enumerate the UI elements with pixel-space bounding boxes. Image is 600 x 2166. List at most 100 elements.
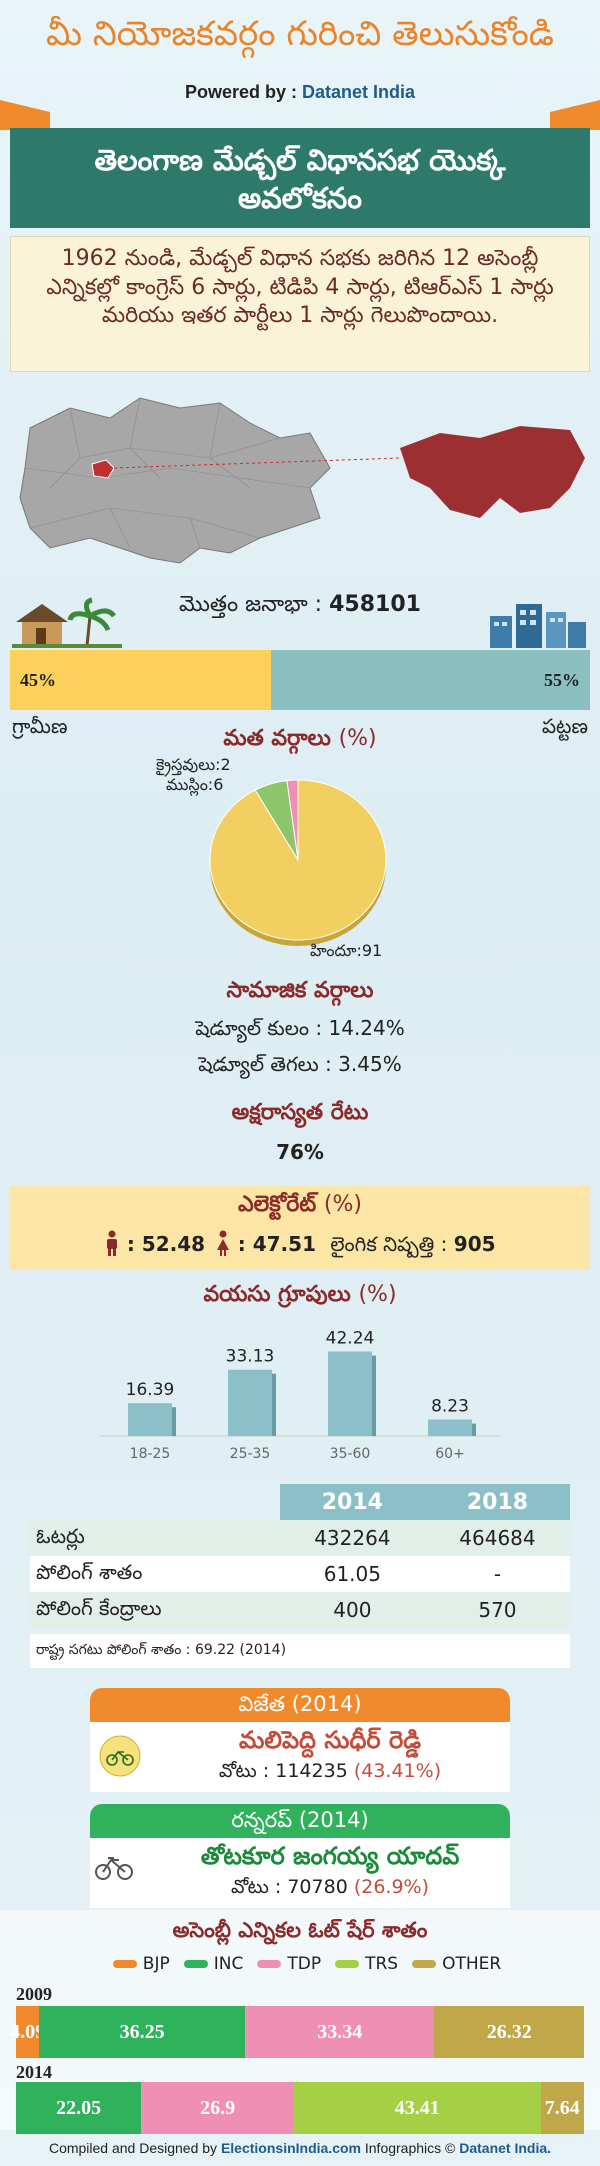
electorate-title-text: ఎలెక్టోరేట్: [237, 1192, 317, 1217]
state-average-note: రాష్ట్ర సగటు పోలింగ్ శాతం : 69.22 (2014): [30, 1634, 570, 1668]
winner-title: విజేత: [238, 1692, 286, 1716]
bicycle-party-symbol-icon: [99, 1735, 141, 1777]
age-tick-label: 25-35: [230, 1446, 271, 1462]
legend-swatch: [112, 1960, 137, 1968]
table-row: పోలింగ్ శాతం 61.05 -: [30, 1556, 570, 1592]
history-summary: 1962 నుండి, మేడ్చల్ విధాన సభకు జరిగిన 12…: [10, 236, 590, 372]
electorate-title: ఎలెక్టోరేట్ (%): [10, 1192, 590, 1222]
age-tick-label: 60+: [435, 1446, 465, 1462]
age-unit: (%): [358, 1282, 397, 1307]
age-bar: [228, 1369, 272, 1436]
age-bar-value: 33.13: [226, 1347, 275, 1367]
runner-title: రన్నరప్: [231, 1808, 293, 1832]
sc-label: షెడ్యూల్ కులం :: [195, 1016, 323, 1040]
vote-share-segment: 22.05: [16, 2082, 142, 2134]
table-header-row: 2014 2018: [30, 1484, 570, 1520]
winner-votes-pct: (43.41%): [353, 1760, 442, 1782]
st-value: 3.45%: [338, 1052, 402, 1076]
vote-share-segment: 4.09: [10, 2006, 45, 2058]
religion-pie-chart: హిందూ:91 ముస్లిం:6క్రైస్తవులు:2: [156, 755, 387, 960]
age-bar: [328, 1351, 372, 1436]
vote-share-title: అసెంబ్లీ ఎన్నికల ఓట్ షేర్ శాతం: [172, 1918, 428, 1942]
st-line: షెడ్యూల్ తెగలు : 3.45%: [0, 1052, 600, 1081]
legend-label: INC: [213, 1954, 244, 1974]
legend-label: BJP: [142, 1954, 170, 1974]
legend-swatch: [183, 1960, 208, 1968]
table-cell: 61.05: [279, 1556, 425, 1592]
legend-label: OTHER: [442, 1954, 502, 1974]
age-tick-label: 18-25: [130, 1446, 171, 1462]
age-group-bar-chart: 16.39 18-25 33.13 25-35 42.24 35-60 8.23 60+: [100, 1329, 500, 1462]
religion-title-text: మత వర్గాలు: [223, 726, 331, 751]
table-cell: 464684: [424, 1520, 570, 1556]
rural-share-bar: 45%: [10, 650, 271, 710]
female-value: : 47.51: [237, 1232, 316, 1256]
footer-mid: Infographics ©: [364, 2140, 456, 2156]
electoral-table: 2014 2018 ఓటర్లు 432264 464684 పోలింగ్ శ…: [30, 1484, 570, 1628]
vote-share-legend: BJP INC TDP TRS OTHER: [0, 1954, 600, 1974]
runner-year: (2014): [298, 1808, 369, 1832]
winner-year: (2014): [291, 1692, 362, 1716]
legend-label: TDP: [287, 1954, 322, 1974]
winner-votes-value: 114235: [275, 1760, 348, 1782]
table-row-label: పోలింగ్ కేంద్రాలు: [30, 1592, 280, 1628]
year-label-2014: 2014: [16, 2062, 52, 2082]
legend-label: TRS: [365, 1954, 399, 1974]
vote-share-segment: 33.34: [245, 2006, 435, 2058]
winner-votes: వోటు : 114235 (43.41%): [150, 1760, 510, 1787]
table-row-label: పోలింగ్ శాతం: [30, 1556, 280, 1592]
population-label: మొత్తం జనాభా :: [179, 592, 323, 617]
table-row-label: ఓటర్లు: [30, 1520, 280, 1556]
vote-share-segment: 36.25: [39, 2006, 246, 2058]
table-row: ఓటర్లు 432264 464684: [30, 1520, 570, 1556]
religion-unit: (%): [338, 726, 377, 751]
telangana-map: [19, 397, 585, 564]
religion-title: మత వర్గాలు (%): [0, 726, 600, 756]
table-cell: 432264: [279, 1520, 425, 1556]
table-header-blank: [30, 1484, 280, 1520]
legend-swatch: [335, 1960, 360, 1968]
winner-card-header: విజేత (2014): [90, 1688, 510, 1722]
constituency-banner: తెలంగాణ మేడ్చల్ విధానసభ యొక్క అవలోకనం: [10, 128, 590, 228]
urban-label: పట్టణ: [541, 714, 588, 738]
winner-votes-label: వోటు :: [218, 1760, 270, 1782]
total-population: మొత్తం జనాభా : 458101: [0, 592, 600, 622]
constituency-zoom-map: [400, 426, 585, 518]
pie-slice: [209, 779, 387, 941]
table-cell: -: [424, 1556, 570, 1592]
table-cell: 570: [424, 1592, 570, 1628]
vote-share-bar-2009: 4.09 36.25 33.34 26.32: [10, 2006, 584, 2058]
footer-brand: Datanet India.: [459, 2140, 552, 2156]
vote-share-segment: 26.32: [434, 2006, 584, 2058]
pie-label: క్రైస్తవులు:2: [156, 755, 231, 777]
page-title: మీ నియోజకవర్గం గురించి తెలుసుకోండి: [46, 14, 554, 54]
runner-votes-pct: (26.9%): [353, 1876, 430, 1898]
brand-name: Datanet India: [302, 82, 416, 102]
vote-share-segment: 7.64: [540, 2082, 584, 2134]
runner-name: తోటకూర జంగయ్య యాదవ్: [200, 1842, 460, 1870]
vote-share-segment: 43.41: [294, 2082, 541, 2134]
vote-share-bar-2014: 22.05 26.9 43.41 7.64: [16, 2082, 584, 2134]
age-title-text: వయసు గ్రూపులు: [203, 1282, 351, 1307]
legend-swatch: [257, 1960, 282, 1968]
powered-by: Powered by : Datanet India: [0, 82, 600, 103]
literacy-value: 76%: [276, 1140, 324, 1164]
st-label: షెడ్యూల్ తెగలు :: [198, 1052, 332, 1076]
age-bar: [428, 1419, 472, 1436]
winner-card-body: మలిపెద్ది సుధీర్ రెడ్డి వోటు : 114235 (4…: [90, 1722, 510, 1792]
footer-site-link[interactable]: ElectionsinIndia.com: [220, 2140, 361, 2156]
sc-line: షెడ్యూల్ కులం : 14.24%: [0, 1016, 600, 1045]
sc-value: 14.24%: [328, 1016, 405, 1040]
vote-share-segment: 26.9: [141, 2082, 295, 2134]
social-title: సామాజిక వర్గాలు: [226, 978, 374, 1003]
electorate-unit: (%): [323, 1192, 362, 1217]
age-bar-value: 16.39: [126, 1380, 175, 1400]
footer-text: Compiled and Designed by: [48, 2140, 218, 2156]
constituency-highlight-map: [91, 459, 115, 479]
electorate-panel: ఎలెక్టోరేట్ (%) : 52.48 : 47.51 లైంగిక న…: [10, 1186, 590, 1270]
bicycle-icon: [95, 1857, 133, 1880]
age-title: వయసు గ్రూపులు (%): [0, 1282, 600, 1312]
population-value: 458101: [329, 592, 421, 617]
runner-votes-label: వోటు :: [230, 1876, 282, 1898]
pie-label: ముస్లిం:6: [166, 775, 223, 796]
